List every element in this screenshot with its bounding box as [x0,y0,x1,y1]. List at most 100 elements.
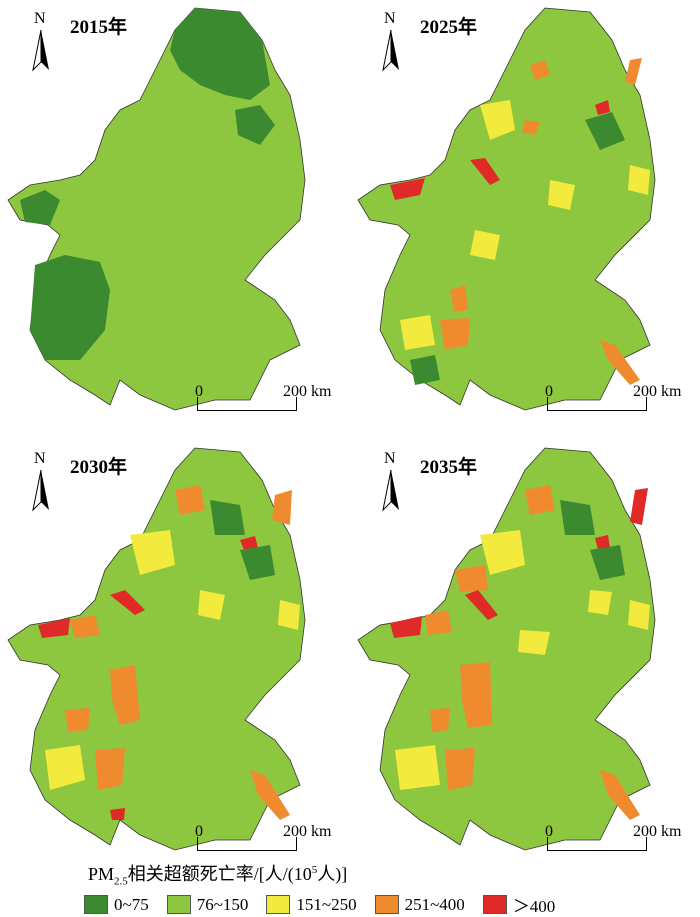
region-map-2030 [7,447,306,851]
zone-mid [130,530,175,575]
zone-high [110,665,140,725]
legend-swatch [166,895,191,914]
north-arrow-icon [382,470,399,512]
scale-bar: 0 200 km [185,383,355,413]
legend-item: 76~150 [166,892,249,917]
legend-title: PM2.5相关超额死亡率/[人/(105人)] [88,860,347,888]
zone-vhigh [595,535,610,550]
scale-line [547,397,647,411]
legend-item: ＞400 [482,892,556,917]
north-label: N [34,450,46,467]
scale-start: 0 [545,823,553,840]
zone-high [425,610,452,635]
zone-mid [470,230,500,260]
zone-vhigh [630,488,648,525]
zone-high [600,770,640,820]
zone-low [210,500,245,535]
zone-high [455,565,488,592]
scale-start: 0 [545,383,553,400]
zone-low [170,8,270,100]
zone-high [522,120,540,135]
legend-title-prefix: PM [88,864,115,884]
zone-low [20,190,60,225]
zone-vhigh [240,536,258,550]
map-panel-2015: 2015年 N 0 200 km [0,0,350,430]
scale-end: 200 km [283,383,332,400]
scale-end: 200 km [633,383,682,400]
legend-label: ＞400 [512,897,556,916]
zone-mid [400,315,435,350]
zone-high [272,490,292,525]
zone-mid [198,590,225,620]
zone-high [450,285,468,312]
zone-high [600,340,640,385]
zone-low [30,255,110,360]
scale-line [197,397,297,411]
zone-mid [480,100,515,140]
scale-end: 200 km [633,823,682,840]
zone-vhigh [38,618,70,638]
north-label: N [384,10,396,27]
legend-items: 0~75 76~150 151~250 251~400 ＞400 [84,892,573,917]
zone-low [590,545,625,580]
zone-high [460,662,492,728]
scale-end: 200 km [283,823,332,840]
legend-swatch [84,895,108,914]
zone-vhigh [110,808,125,820]
zone-mid [278,600,300,630]
zone-low [410,355,440,385]
region-outline [357,7,656,411]
legend-item: 251~400 [374,892,465,917]
zone-low [235,105,275,145]
year-title: 2025年 [420,17,478,38]
zone-low [240,545,275,580]
scale-line [547,837,647,851]
legend-title-suffix: 人)] [317,864,348,884]
zone-high [445,748,475,790]
north-arrow-icon [32,470,49,512]
legend-item: 0~75 [84,892,149,917]
map-panel-2035: 2035年 N 0 200 km [350,440,700,870]
north-arrow: N [376,10,406,75]
zone-high [530,60,550,80]
scale-start: 0 [195,383,203,400]
zone-low [560,500,595,535]
legend-title-sub: 2.5 [114,875,128,888]
region-map-2025 [357,7,656,411]
zone-vhigh [595,100,610,115]
zone-mid [480,530,525,575]
legend-label: 151~250 [296,894,357,914]
zone-mid [518,630,550,655]
zone-mid [548,180,575,210]
legend-swatch [374,895,399,914]
zone-high [525,485,555,515]
zone-vhigh [110,590,145,615]
north-arrow-icon [382,30,399,72]
legend-title-mid: 相关超额死亡率/[人/(10 [127,864,312,884]
legend-label: 76~150 [196,894,249,914]
legend-title-sup: 5 [311,864,318,876]
north-label: N [34,10,46,27]
zone-vhigh [470,158,500,185]
zone-low [585,112,625,150]
zone-high [95,748,125,790]
zone-vhigh [390,178,425,200]
zone-mid [45,745,85,790]
map-panel-2025: 2025年 N 0 200 km [350,0,700,430]
map-legend: PM2.5相关超额死亡率/[人/(105人)] 0~75 76~150 151~25… [0,860,700,917]
legend-label: 0~75 [114,894,149,914]
north-arrow: N [376,450,406,515]
scale-bar: 0 200 km [185,823,355,853]
region-map-2015 [7,7,306,411]
scale-line [197,837,297,851]
zone-high [65,708,90,732]
legend-item: 151~250 [266,892,357,917]
map-panel-2030: 2030年 N 0 200 km [0,440,350,870]
year-title: 2035年 [420,457,478,478]
region-outline [7,447,306,851]
scale-start: 0 [195,823,203,840]
north-label: N [384,450,396,467]
region-map-2035 [357,447,656,851]
zone-high [625,58,642,85]
north-arrow-icon [32,30,49,72]
